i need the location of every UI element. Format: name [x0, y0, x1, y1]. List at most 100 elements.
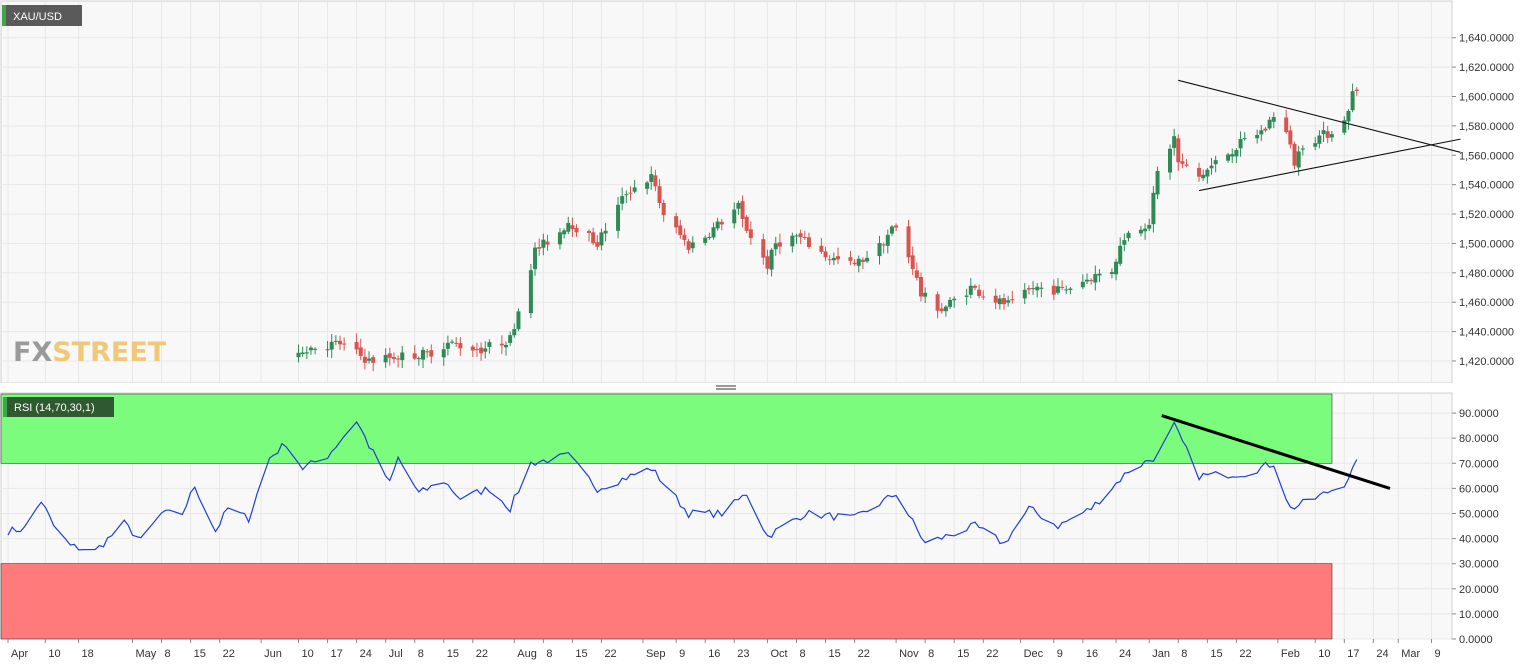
candle-body-up	[997, 298, 1002, 305]
candle-body-up	[441, 349, 446, 358]
candle-body-up	[1209, 165, 1214, 169]
candle-body-down	[338, 340, 342, 345]
candle-body-down	[740, 201, 745, 219]
candle-body-up	[1151, 192, 1156, 225]
x-tick-label: 8	[418, 648, 424, 660]
candle-body-down	[686, 241, 691, 250]
candle-body-up	[1055, 286, 1060, 293]
candle-body-down	[1176, 138, 1181, 163]
candle-body-up	[300, 352, 305, 355]
candle-body-down	[429, 350, 434, 357]
rsi-y-tick-label: 30.0000	[1459, 559, 1499, 571]
candle-body-up	[296, 352, 301, 358]
candle-body-up	[1234, 149, 1239, 157]
rsi-trendline[interactable]	[1161, 414, 1391, 490]
price-panel: 1,420.0000 1,440.0000 1,460.0000 1,480.0000…	[0, 0, 1514, 384]
candle-body-down	[819, 245, 824, 252]
candle-body-up	[1031, 288, 1036, 290]
candle-body-down	[342, 343, 347, 345]
rsi-badge[interactable]: RSI (14,70,30,1)	[3, 397, 114, 417]
x-tick-label: Oct	[770, 648, 787, 660]
x-tick-label: May	[136, 648, 157, 660]
candle-body-up	[1138, 229, 1143, 234]
candle-body-up	[1317, 135, 1322, 144]
x-tick-label: 15	[575, 648, 587, 660]
price-trendline[interactable]	[1178, 79, 1461, 153]
candle-body-up	[1080, 281, 1085, 288]
candle-body-up	[1068, 288, 1073, 290]
rsi-y-tick-label: 20.0000	[1459, 584, 1499, 596]
x-tick-label: 22	[858, 648, 870, 660]
x-tick-label: Aug	[517, 648, 537, 660]
candle-body-up	[367, 358, 372, 361]
oversold-zone	[0, 563, 1333, 640]
candle-body-up	[1147, 224, 1152, 229]
candle-body-down	[570, 225, 575, 230]
price-y-tick-label: 1,440.0000	[1459, 327, 1514, 339]
rsi-y-tick-label: 80.0000	[1459, 433, 1499, 445]
candle-body-down	[591, 232, 596, 244]
candle-body-up	[952, 298, 957, 301]
x-tick-label: Jun	[264, 648, 282, 660]
candle-body-up	[690, 242, 695, 249]
x-tick-label: 9	[1434, 648, 1440, 660]
candle-body-up	[711, 227, 716, 238]
panel-resize-handle[interactable]	[0, 383, 1536, 392]
candle-body-up	[1064, 289, 1069, 291]
x-tick-label: 15	[447, 648, 459, 660]
candle-body-up	[1321, 130, 1326, 135]
x-tick-label: 8	[546, 648, 552, 660]
candle-body-down	[354, 342, 359, 350]
rsi-y-tick-label: 0.0000	[1459, 634, 1493, 646]
candle-body-up	[773, 243, 778, 250]
rsi-y-tick-label: 10.0000	[1459, 609, 1499, 621]
candle-body-down	[823, 251, 828, 258]
candle-body-up	[1172, 136, 1177, 148]
candle-body-down	[906, 226, 911, 258]
candle-body-up	[1255, 134, 1260, 139]
candle-body-down	[761, 239, 766, 258]
candle-body-down	[454, 342, 459, 344]
symbol-badge[interactable]: XAU/USD	[2, 5, 82, 26]
candle-body-up	[383, 354, 388, 363]
candle-body-up	[616, 204, 621, 231]
price-y-tick-label: 1,500.0000	[1459, 238, 1514, 250]
candle-body-down	[358, 347, 363, 357]
candle-body-up	[1213, 160, 1218, 165]
x-tick-label: 24	[1119, 648, 1131, 660]
watermark-street: STREET	[52, 337, 167, 368]
candle-body-down	[910, 255, 915, 269]
candle-body-up	[1109, 272, 1114, 274]
candle-body-up	[557, 232, 562, 245]
price-trendline[interactable]	[1198, 138, 1461, 192]
candle-body-up	[1226, 154, 1231, 161]
candle-body-up	[508, 335, 513, 343]
candle-body-up	[566, 222, 571, 232]
candle-body-up	[487, 342, 492, 347]
candle-body-down	[1197, 167, 1202, 177]
x-tick-label: Sep	[646, 648, 666, 660]
candle-body-up	[624, 194, 629, 196]
x-tick-label: 15	[829, 648, 841, 660]
candle-body-up	[1296, 151, 1301, 168]
candle-body-up	[968, 285, 973, 295]
candle-body-down	[1026, 288, 1031, 290]
candle-body-up	[1313, 143, 1318, 147]
candle-body-up	[1242, 138, 1247, 140]
candle-body-up	[877, 243, 882, 257]
candle-body-up	[504, 344, 508, 348]
price-y-tick-label: 1,480.0000	[1459, 268, 1514, 280]
candle-body-down	[894, 225, 899, 228]
candle-body-up	[1238, 138, 1243, 149]
candle-body-down	[777, 242, 782, 247]
candle-body-down	[848, 257, 853, 261]
price-y-tick-label: 1,620.0000	[1459, 62, 1514, 74]
candle-body-down	[587, 231, 591, 233]
candle-body-down	[595, 242, 600, 247]
fxstreet-watermark: FXSTREET	[13, 337, 167, 368]
candle-body-down	[425, 351, 430, 353]
candle-body-up	[1039, 287, 1044, 289]
candle-body-down	[1089, 280, 1094, 282]
candle-body-up	[1122, 240, 1127, 245]
